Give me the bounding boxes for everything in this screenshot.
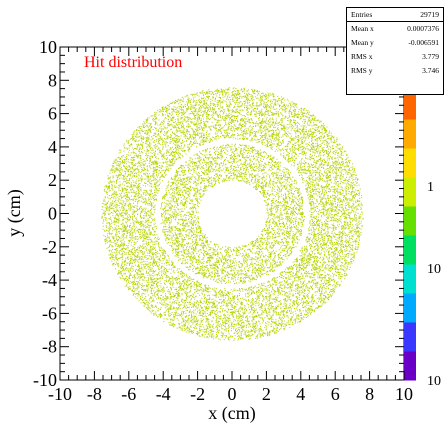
y-tick-label: 4 [48, 137, 57, 157]
stats-value: -0.006591 [408, 38, 439, 47]
palette-segment [404, 148, 416, 178]
stats-entries-label: Entries [351, 10, 373, 19]
x-tick-label: -10 [48, 384, 72, 404]
stats-row-mean-x: Mean x 0.0007376 [347, 22, 443, 36]
palette-segment [404, 322, 416, 352]
stats-label: Mean x [351, 24, 374, 33]
y-tick-label: 8 [48, 70, 57, 90]
y-axis-label: y (cm) [4, 189, 25, 236]
x-tick-label: -6 [121, 384, 136, 404]
stats-label: RMS y [351, 66, 373, 75]
stats-row-mean-y: Mean y -0.006591 [347, 36, 443, 50]
palette-segment [404, 293, 416, 323]
stats-label: Mean y [351, 38, 374, 47]
palette-segment [404, 264, 416, 294]
x-axis-label: x (cm) [208, 403, 255, 424]
y-tick-label: -10 [33, 370, 57, 390]
x-tick-label: 6 [331, 384, 340, 404]
x-tick-label: -4 [156, 384, 171, 404]
palette-segment [404, 177, 416, 207]
x-tick-label: -2 [190, 384, 205, 404]
y-tick-label: -6 [42, 303, 57, 323]
y-tick-label: -4 [42, 270, 57, 290]
palette-segment [404, 90, 416, 120]
palette-segment [404, 119, 416, 149]
y-tick-label: -2 [42, 237, 57, 257]
hit-points [101, 87, 364, 341]
y-tick-label: 10 [39, 37, 57, 57]
stats-entries-row: Entries 29719 [347, 8, 443, 22]
stats-value: 3.779 [422, 52, 439, 61]
z-tick-label: 10 [427, 262, 441, 277]
stats-box: Entries 29719 Mean x 0.0007376 Mean y -0… [346, 7, 444, 95]
stats-row-rms-y: RMS y 3.746 [347, 64, 443, 78]
z-tick-label: 10 [427, 374, 441, 389]
plot-frame [59, 46, 405, 381]
x-tick-label: 4 [296, 384, 305, 404]
y-tick-label: 6 [48, 104, 57, 124]
stats-row-rms-x: RMS x 3.779 [347, 50, 443, 64]
stats-value: 0.0007376 [407, 24, 439, 33]
y-tick-label: -8 [42, 337, 57, 357]
palette-segment [404, 235, 416, 265]
z-tick-label: 1 [427, 180, 434, 195]
x-tick-label: 0 [228, 384, 237, 404]
hit-marks [101, 87, 364, 341]
x-tick-label: -8 [87, 384, 102, 404]
axes: -10 -8 -6 -4 -2 0 2 4 6 8 10 -10 -8 -6 -4 -2 0 2 4 6 8 10 [33, 37, 413, 404]
stats-entries-value: 29719 [420, 10, 439, 19]
palette-segment [404, 206, 416, 236]
x-tick-label: 2 [262, 384, 271, 404]
stats-value: 3.746 [422, 66, 439, 75]
plot-title: Hit distribution [84, 54, 183, 71]
y-tick-label: 0 [48, 204, 57, 224]
stats-label: RMS x [351, 52, 373, 61]
y-tick-label: 2 [48, 170, 57, 190]
palette-segment [404, 351, 416, 381]
x-tick-label: 10 [395, 384, 413, 404]
x-tick-label: 8 [365, 384, 374, 404]
